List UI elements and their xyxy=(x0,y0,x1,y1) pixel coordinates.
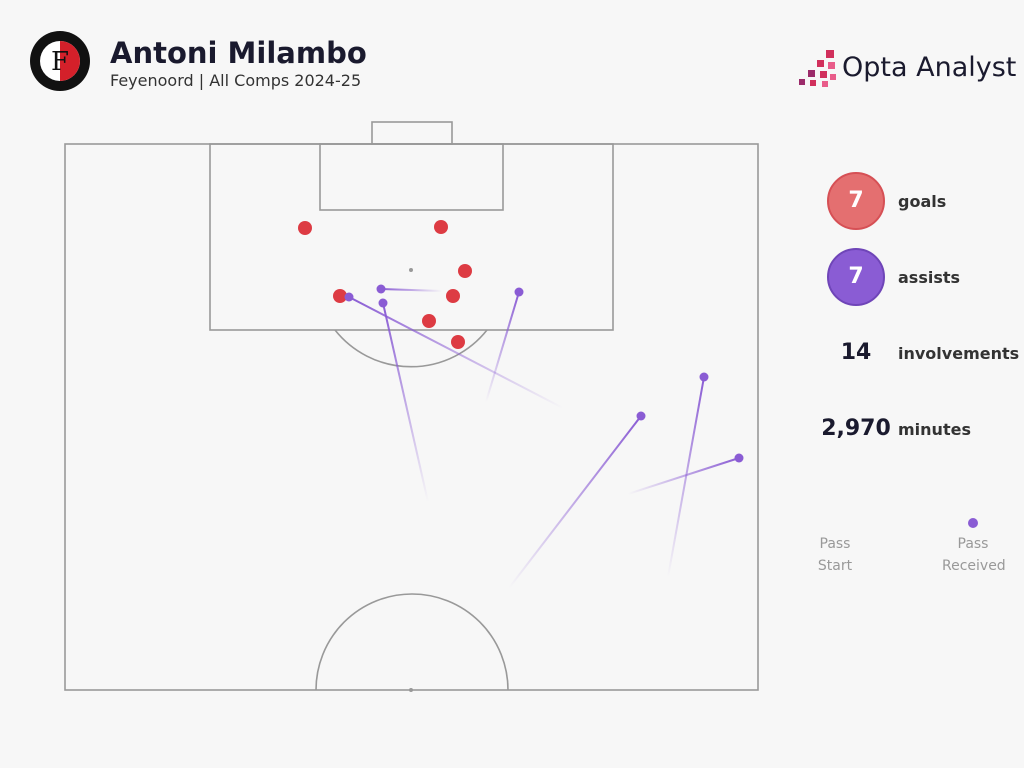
pass-end xyxy=(514,287,524,297)
pass-end xyxy=(699,372,709,382)
stat-value: 2,970 xyxy=(821,416,891,441)
shots xyxy=(298,220,472,349)
pass-line xyxy=(348,296,564,409)
stat-label: goals xyxy=(898,192,947,211)
pass-line xyxy=(380,288,443,292)
pass-line xyxy=(667,376,705,578)
legend-end: Pass Received xyxy=(942,536,1006,574)
stat-value: 14 xyxy=(840,340,872,365)
stat-label: minutes xyxy=(898,420,971,439)
goals-badge xyxy=(827,172,885,230)
pass-end xyxy=(734,453,744,463)
pass-end xyxy=(636,411,646,421)
pitch xyxy=(64,121,759,692)
pass-line xyxy=(485,291,520,403)
club-badge: F xyxy=(30,31,90,91)
passes xyxy=(344,284,744,589)
stat-label: involvements xyxy=(898,344,1020,363)
brand-logo xyxy=(799,50,836,87)
pass-end xyxy=(344,292,354,302)
legend-start: Pass Start xyxy=(817,536,853,574)
pass-line xyxy=(382,302,429,503)
stat-value: 7 xyxy=(848,188,864,213)
pass-end xyxy=(376,284,386,294)
stat-label: assists xyxy=(898,268,961,287)
pass-end xyxy=(378,298,388,308)
pass-line xyxy=(508,415,642,589)
subtitle: Feyenoord | All Comps 2024-25 xyxy=(110,71,362,90)
pass-line xyxy=(627,457,740,495)
svg-text:F: F xyxy=(51,47,69,77)
stat-value: 7 xyxy=(848,264,864,289)
title: Antoni Milambo xyxy=(110,36,367,70)
legend-graphic xyxy=(835,518,978,528)
brand: Opta Analyst xyxy=(842,52,1017,83)
assists-badge xyxy=(827,248,885,306)
